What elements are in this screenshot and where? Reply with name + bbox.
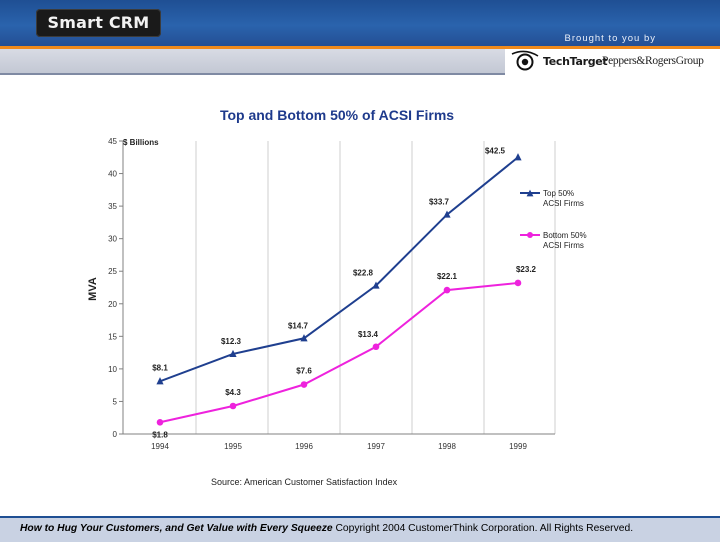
legend-marker-top-50 xyxy=(526,189,534,197)
logo-text: Smart CRM xyxy=(47,13,150,32)
techtarget-logo: TechTarget xyxy=(510,50,608,72)
top-50-data-label-1998: $33.7 xyxy=(429,198,450,207)
footer-text: How to Hug Your Customers, and Get Value… xyxy=(20,523,633,534)
chart-area: Top and Bottom 50% of ACSI Firms 0 5 10 15 20… xyxy=(0,90,720,510)
legend-label-0-line1: Top 50% xyxy=(543,189,574,198)
bottom-50-data-label-1997: $13.4 xyxy=(358,330,379,339)
y-tick-label-20: 20 xyxy=(108,300,117,309)
bottom-50-point-1995 xyxy=(229,402,237,410)
techtarget-name: TechTarget xyxy=(543,54,608,68)
bottom-50-point-1996 xyxy=(300,381,308,388)
header-bar: Smart CRM Brought to you by xyxy=(0,0,720,46)
peppers-rogers-logo: Peppers&RogersGroup xyxy=(602,55,704,67)
y-tick-label-0: 0 xyxy=(113,430,118,439)
footer-copyright: Copyright 2004 CustomerThink Corporation… xyxy=(335,523,634,534)
top-50-data-label-1999: $42.5 xyxy=(485,146,506,155)
x-tick-label-1996: 1996 xyxy=(295,442,313,451)
legend-marker-bottom-50 xyxy=(527,232,533,238)
x-tick-label-1998: 1998 xyxy=(438,442,456,451)
legend-label-1-line1: Bottom 50% xyxy=(543,231,587,240)
y-tick-label-25: 25 xyxy=(108,267,117,276)
top-50-data-label-1996: $14.7 xyxy=(288,321,309,330)
y-tick-label-45: 45 xyxy=(108,137,117,146)
bottom-50-data-label-1999: $23.2 xyxy=(516,265,537,274)
sub-header-bar xyxy=(0,49,505,73)
bottom-50-data-label-1994: $1.8 xyxy=(152,430,168,439)
top-50-point-1997 xyxy=(372,281,380,289)
y-tick-label-10: 10 xyxy=(108,365,117,374)
top-50-point-1999 xyxy=(514,153,522,161)
bottom-50-data-label-1995: $4.3 xyxy=(225,388,241,397)
top-50-point-1994 xyxy=(156,377,164,385)
top-50-point-1998 xyxy=(443,210,451,218)
bottom-50-point-1994 xyxy=(156,418,164,426)
x-tick-label-1995: 1995 xyxy=(224,442,242,451)
y-tick-label-40: 40 xyxy=(108,170,117,179)
bottom-50-data-label-1996: $7.6 xyxy=(296,367,312,376)
bottom-50-point-1997 xyxy=(372,343,380,351)
top-50-data-label-1997: $22.8 xyxy=(353,269,374,278)
x-tick-label-1994: 1994 xyxy=(151,442,169,451)
bottom-50-data-label-1998: $22.1 xyxy=(437,272,458,281)
y-unit-label: $ Billions xyxy=(123,138,159,147)
legend-label-0-line2: ACSI Firms xyxy=(543,199,584,208)
y-tick-label-15: 15 xyxy=(108,332,117,341)
mva-line-chart: Top and Bottom 50% of ACSI Firms 0 5 10 15 20… xyxy=(87,107,587,451)
top-50-point-1996 xyxy=(300,334,308,342)
smart-crm-logo: Smart CRM xyxy=(36,9,161,37)
y-tick-label-35: 35 xyxy=(108,202,117,211)
top-50-point-1995 xyxy=(229,349,237,358)
x-tick-label-1999: 1999 xyxy=(509,442,527,451)
y-tick-label-5: 5 xyxy=(113,397,118,406)
footer-title: How to Hug Your Customers, and Get Value… xyxy=(20,523,333,534)
source-note: Source: American Customer Satisfaction I… xyxy=(211,477,398,487)
x-tick-label-1997: 1997 xyxy=(367,442,385,451)
chart-title: Top and Bottom 50% of ACSI Firms xyxy=(220,107,454,123)
legend-label-1-line2: ACSI Firms xyxy=(543,241,584,250)
top-50-data-label-1994: $8.1 xyxy=(152,363,168,372)
top-50-data-label-1995: $12.3 xyxy=(221,337,242,346)
brought-to-you-by: Brought to you by xyxy=(564,33,656,44)
sub-header-shadow xyxy=(0,73,505,75)
series-line-top-50 xyxy=(159,156,519,383)
footer-bar: How to Hug Your Customers, and Get Value… xyxy=(0,516,720,542)
eye-icon xyxy=(511,50,539,71)
bottom-50-point-1999 xyxy=(514,279,522,287)
accent-divider xyxy=(0,46,720,49)
y-tick-label-30: 30 xyxy=(108,235,117,244)
bottom-50-point-1998 xyxy=(443,286,451,294)
y-axis-title: MVA xyxy=(87,277,99,301)
series-line-bottom-50 xyxy=(159,281,519,424)
